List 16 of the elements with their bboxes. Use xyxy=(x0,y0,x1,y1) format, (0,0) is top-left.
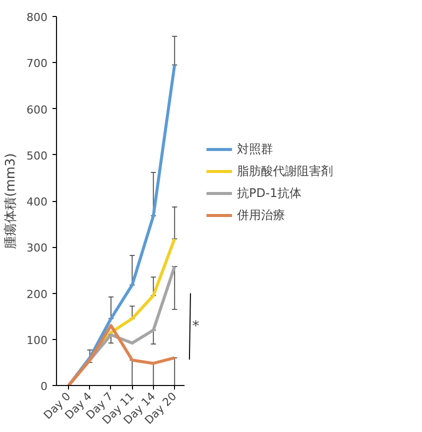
y-tick-label: 400 xyxy=(26,196,48,208)
y-tick-label: 500 xyxy=(26,149,48,162)
y-tick-label: 0 xyxy=(40,380,48,393)
y-tick-label: 700 xyxy=(26,57,48,70)
y-tick-label: 800 xyxy=(26,11,48,24)
y-tick-label: 100 xyxy=(26,334,48,347)
y-tick-label: 600 xyxy=(26,103,48,116)
legend-label: 抗PD-1抗体 xyxy=(237,184,302,202)
legend-label: 脂肪酸代謝阻害剤 xyxy=(237,162,333,180)
y-tick-label: 200 xyxy=(26,288,48,301)
legend-label: 対照群 xyxy=(237,140,273,158)
text: * xyxy=(192,318,200,334)
legend-label: 併用治療 xyxy=(237,206,285,224)
y-tick-label: 300 xyxy=(26,242,48,255)
y-axis-title: 腫瘍体積(mm3) xyxy=(4,153,19,249)
line-series xyxy=(67,324,176,386)
